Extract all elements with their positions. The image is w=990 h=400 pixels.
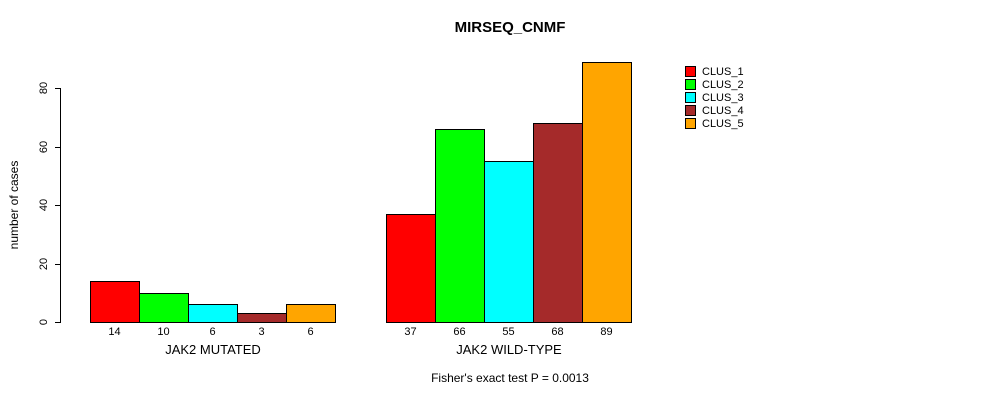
legend-item-clus_5: CLUS_5 — [685, 117, 744, 130]
y-tick-mark — [55, 147, 61, 148]
bar-value-label: 6 — [307, 326, 314, 338]
legend-label: CLUS_1 — [702, 65, 744, 78]
bar-clus_5-wild-type — [582, 62, 632, 323]
bar-clus_2-wild-type — [435, 129, 485, 323]
legend-swatch-icon — [685, 118, 696, 129]
y-tick-label: 20 — [38, 257, 50, 271]
bar-clus_3-wild-type — [484, 161, 534, 323]
legend-item-clus_4: CLUS_4 — [685, 104, 744, 117]
bar-value-label: 14 — [108, 326, 121, 338]
legend-swatch-icon — [685, 92, 696, 103]
legend-label: CLUS_2 — [702, 78, 744, 91]
bar-value-label: 37 — [404, 326, 417, 338]
bar-clus_4-wild-type — [533, 123, 583, 323]
legend-label: CLUS_3 — [702, 91, 744, 104]
bar-value-label: 68 — [551, 326, 564, 338]
legend-swatch-icon — [685, 66, 696, 77]
y-tick-label: 40 — [38, 198, 50, 212]
x-category-label-jak2-wild-type: JAK2 WILD-TYPE — [456, 342, 562, 357]
footnote-fisher-test: Fisher's exact test P = 0.0013 — [431, 371, 589, 385]
chart-title: MIRSEQ_CNMF — [454, 19, 566, 36]
bar-value-label: 89 — [600, 326, 613, 338]
legend-swatch-icon — [685, 105, 696, 116]
legend-label: CLUS_5 — [702, 117, 744, 130]
y-tick-mark — [55, 88, 61, 89]
y-tick-label: 80 — [38, 81, 50, 95]
bar-clus_2-mutated — [139, 293, 189, 323]
legend-item-clus_2: CLUS_2 — [685, 78, 744, 91]
bar-clus_1-mutated — [90, 281, 140, 323]
legend-item-clus_3: CLUS_3 — [685, 91, 744, 104]
y-tick-mark — [55, 205, 61, 206]
bar-value-label: 55 — [502, 326, 515, 338]
y-tick-label: 0 — [38, 318, 50, 326]
legend-item-clus_1: CLUS_1 — [685, 65, 744, 78]
bar-clus_3-mutated — [188, 304, 238, 323]
y-axis-label: number of cases — [7, 160, 21, 250]
bar-clus_5-mutated — [286, 304, 336, 323]
bar-value-label: 10 — [157, 326, 170, 338]
legend-swatch-icon — [685, 79, 696, 90]
y-tick-label: 60 — [38, 140, 50, 154]
bar-value-label: 6 — [209, 326, 216, 338]
bar-clus_4-mutated — [237, 313, 287, 323]
bar-value-label: 66 — [453, 326, 466, 338]
legend-label: CLUS_4 — [702, 104, 744, 117]
y-tick-mark — [55, 322, 61, 323]
y-tick-mark — [55, 264, 61, 265]
bar-value-label: 3 — [258, 326, 265, 338]
x-category-label-jak2-mutated: JAK2 MUTATED — [165, 342, 261, 357]
bar-clus_1-wild-type — [386, 214, 436, 323]
